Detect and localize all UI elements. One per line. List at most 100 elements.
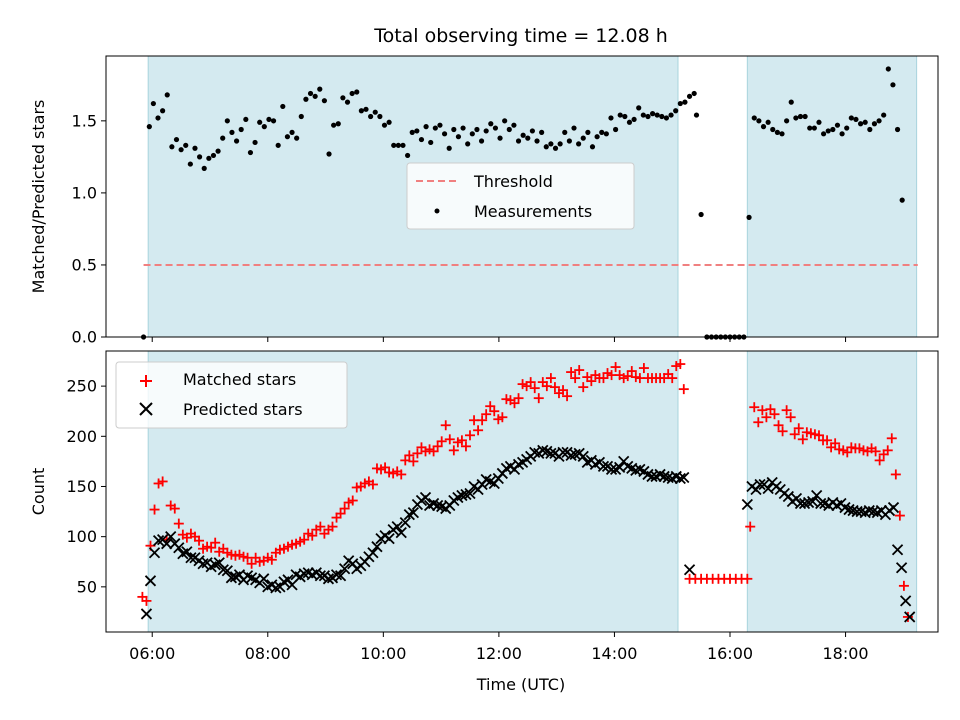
matched-star-point: [529, 383, 540, 394]
measurement-point: [414, 128, 420, 134]
matched-star-point: [157, 476, 168, 487]
matched-star-point: [404, 450, 415, 461]
measurement-point: [289, 129, 295, 135]
measurement-point: [756, 118, 762, 124]
measurement-point: [201, 165, 207, 171]
bottom-panel-shaded-intervals: [147, 351, 918, 632]
matched-star-point: [327, 521, 338, 532]
top-shaded-interval: [747, 56, 917, 337]
matched-star-point: [785, 412, 796, 423]
matched-star-point: [894, 510, 905, 521]
measurement-point: [446, 145, 452, 151]
predicted-marker-b: [367, 547, 379, 559]
measurement-point: [474, 126, 480, 133]
matched-star-point: [753, 417, 764, 428]
matched-star-point: [497, 412, 508, 423]
predicted-star-point: [395, 527, 407, 539]
bottom-panel-legend: Matched stars Predicted stars: [115, 361, 348, 429]
measurement-point: [649, 111, 656, 117]
predicted-marker-b: [819, 497, 831, 510]
matched-star-point: [558, 385, 569, 396]
predicted-marker-b: [855, 505, 867, 518]
measurement-point: [857, 121, 864, 127]
measurement-point: [774, 129, 780, 135]
measurement-point: [206, 155, 212, 161]
predicted-star-point: [815, 497, 827, 510]
matched-star-point: [481, 409, 492, 420]
predicted-star-point: [391, 520, 403, 533]
predicted-stars-series: [140, 444, 916, 623]
matched-star-point: [335, 508, 346, 519]
predicted-marker-b: [225, 572, 238, 584]
measurement-point: [173, 136, 180, 143]
predicted-marker-b: [646, 470, 658, 483]
predicted-star-point: [181, 546, 193, 558]
measurement-point: [525, 135, 531, 141]
matched-star-point: [902, 611, 913, 622]
top-panel-x-ticks: [151, 337, 847, 342]
predicted-star-point: [144, 575, 157, 587]
measurement-point: [562, 129, 568, 135]
predicted-star-point: [399, 516, 411, 529]
measurement-point: [497, 135, 503, 141]
measurement-point: [372, 109, 378, 115]
measurement-point: [894, 126, 901, 133]
predicted-star-point: [577, 450, 589, 463]
measurement-point: [441, 131, 448, 137]
predicted-marker-b: [484, 475, 496, 488]
predicted-marker-b: [419, 491, 432, 504]
matched-star-point: [141, 595, 152, 606]
measurement-point: [261, 124, 267, 130]
predicted-star-point: [891, 544, 904, 556]
matched-star-point: [194, 535, 205, 546]
matched-star-point: [610, 362, 621, 373]
matched-star-point: [347, 495, 358, 506]
measurement-point: [164, 92, 170, 98]
measurement-point: [257, 119, 263, 125]
matched-star-point: [626, 366, 637, 377]
top-y-tick-label: 1.0: [72, 183, 97, 202]
matched-star-point: [842, 447, 853, 458]
bottom-x-tick-label: 12:00: [476, 644, 522, 663]
measurement-point: [506, 126, 512, 133]
predicted-star-point: [900, 595, 912, 607]
measurement-point: [848, 115, 854, 121]
top-panel-y-axis: 0.0 0.5 1.0 1.5: [72, 111, 106, 347]
measurement-point: [451, 126, 457, 133]
matched-star-point: [169, 503, 180, 514]
measurement-point: [215, 148, 221, 154]
measurement-point: [432, 125, 438, 131]
predicted-star-point: [605, 463, 618, 476]
measurement-point: [284, 134, 291, 140]
measurement-point: [368, 113, 374, 120]
matched-star-point: [586, 376, 597, 387]
measurement-point: [807, 125, 813, 131]
predicted-star-point: [658, 470, 670, 483]
predicted-marker-b: [806, 495, 819, 508]
matched-star-point: [769, 409, 780, 420]
legend-matched-marker: [140, 375, 152, 387]
bottom-panel: 50 100 150 200 250 06:00 08:00 10:00 12:00 14:00…: [29, 350, 939, 694]
predicted-star-point: [270, 582, 282, 594]
matched-star-point: [436, 436, 447, 447]
measurement-point: [331, 122, 337, 128]
measurement-point: [252, 139, 258, 146]
measurement-point: [899, 197, 905, 203]
predicted-marker-b: [815, 497, 827, 510]
measurement-point: [571, 125, 577, 131]
matched-star-point: [367, 479, 378, 490]
predicted-star-point: [407, 506, 420, 519]
legend-predicted-label: Predicted stars: [183, 400, 303, 419]
predicted-star-point: [806, 495, 819, 508]
predicted-marker-b: [436, 500, 448, 513]
measurement-point: [307, 90, 314, 97]
bottom-y-tick-label: 150: [66, 477, 97, 496]
measurement-point: [585, 129, 591, 135]
top-y-tick-label: 0.5: [72, 255, 97, 274]
predicted-star-point: [152, 535, 165, 547]
measurement-point: [613, 126, 619, 133]
measurement-point: [233, 138, 240, 144]
predicted-marker-b: [144, 575, 157, 587]
matched-star-point: [874, 455, 885, 466]
measurement-point: [784, 118, 790, 124]
